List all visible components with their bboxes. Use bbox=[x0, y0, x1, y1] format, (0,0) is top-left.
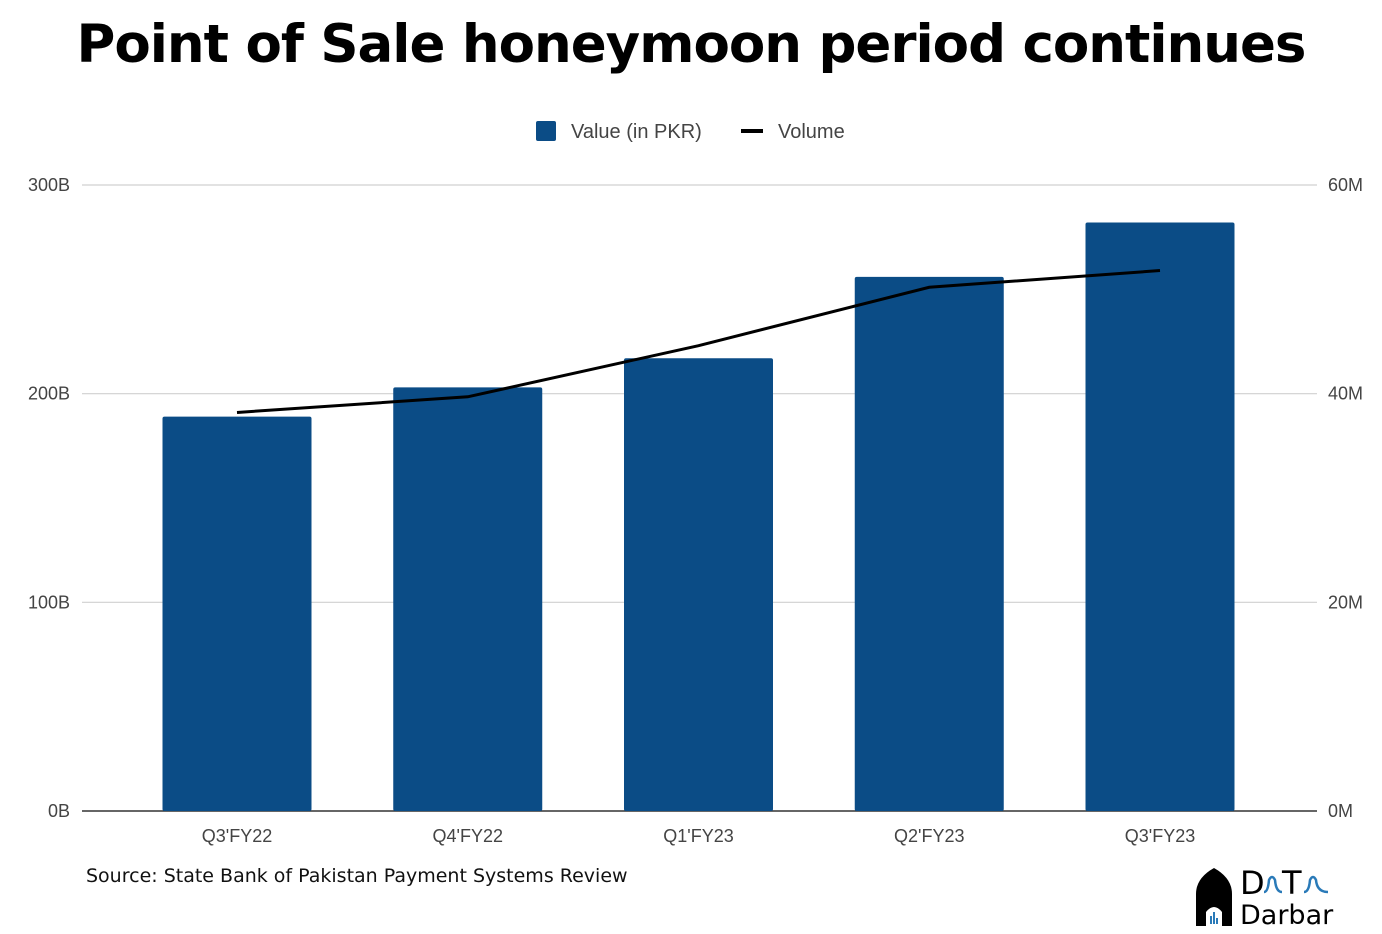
y-right-tick-label: 0M bbox=[1328, 801, 1353, 821]
y-left-tick-label: 200B bbox=[28, 384, 70, 404]
bar-Q4'FY22 bbox=[393, 387, 543, 811]
data-darbar-logo: D T Darbar bbox=[1196, 864, 1334, 928]
bar-Q3'FY22 bbox=[162, 416, 312, 811]
x-tick-label: Q2'FY23 bbox=[894, 826, 964, 846]
x-tick-label: Q4'FY22 bbox=[433, 826, 503, 846]
y-right-tick-label: 40M bbox=[1328, 384, 1363, 404]
y-left-tick-label: 100B bbox=[28, 592, 70, 612]
svg-text:D: D bbox=[1240, 864, 1265, 902]
y-right-tick-label: 60M bbox=[1328, 175, 1363, 195]
legend-swatch-value bbox=[536, 121, 556, 141]
combo-chart: 0B 100B 200B 300B 0M 20M 40M 60M Q3'FY22 Q4'FY22 Q… bbox=[28, 121, 1363, 846]
y-left-tick-label: 300B bbox=[28, 175, 70, 195]
x-tick-label: Q1'FY23 bbox=[663, 826, 733, 846]
svg-text:T: T bbox=[1281, 864, 1302, 902]
y-left-tick-label: 0B bbox=[48, 801, 70, 821]
source-note: Source: State Bank of Pakistan Payment S… bbox=[86, 865, 628, 887]
x-tick-label: Q3'FY23 bbox=[1125, 826, 1195, 846]
legend-swatch-volume bbox=[741, 129, 763, 133]
legend-label-volume: Volume bbox=[778, 121, 845, 143]
svg-text:Darbar: Darbar bbox=[1240, 900, 1334, 928]
bar-Q2'FY23 bbox=[854, 276, 1004, 811]
y-right-tick-label: 20M bbox=[1328, 592, 1363, 612]
bar-Q1'FY23 bbox=[624, 358, 773, 811]
x-tick-label: Q3'FY22 bbox=[202, 826, 272, 846]
bar-Q3'FY23 bbox=[1085, 222, 1235, 811]
legend-label-value: Value (in PKR) bbox=[571, 121, 702, 143]
chart-title: Point of Sale honeymoon period continues bbox=[76, 14, 1307, 75]
